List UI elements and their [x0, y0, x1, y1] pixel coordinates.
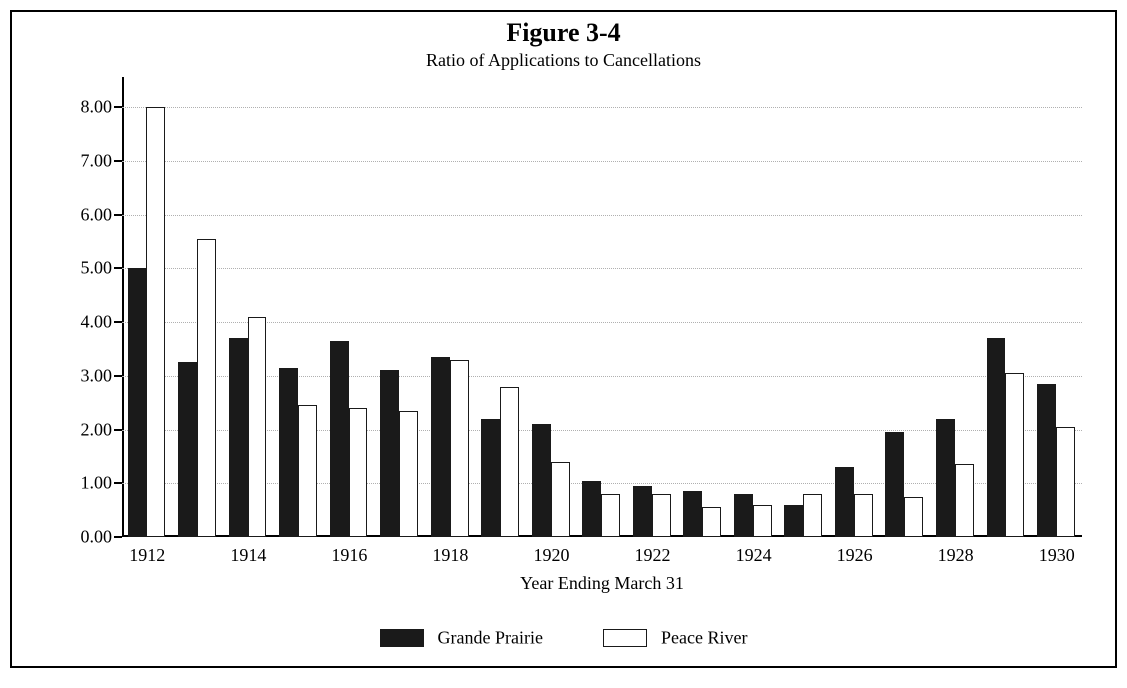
legend-swatch: [603, 629, 647, 647]
legend: Grande Prairie Peace River: [12, 626, 1115, 648]
y-tick-label: 7.00: [81, 150, 113, 171]
bar-grande-prairie: [683, 491, 702, 537]
y-tick-mark: [114, 482, 122, 484]
bar-peace-river: [248, 317, 267, 537]
x-axis-title: Year Ending March 31: [122, 573, 1082, 594]
bar-grande-prairie: [481, 419, 500, 537]
bar-peace-river: [450, 360, 469, 537]
bar-grande-prairie: [835, 467, 854, 537]
chart-title: Figure 3-4: [12, 18, 1115, 48]
bar-grande-prairie: [532, 424, 551, 537]
y-tick-mark: [114, 214, 122, 216]
bar-grande-prairie: [229, 338, 248, 537]
legend-item: Grande Prairie: [380, 626, 543, 648]
bar-peace-river: [854, 494, 873, 537]
bar-grande-prairie: [380, 370, 399, 537]
bar-peace-river: [955, 464, 974, 537]
y-tick-mark: [114, 267, 122, 269]
x-tick-label: 1916: [331, 545, 367, 566]
y-tick-mark: [114, 429, 122, 431]
bar-peace-river: [349, 408, 368, 537]
bar-grande-prairie: [633, 486, 652, 537]
x-tick-label: 1922: [635, 545, 671, 566]
bar-peace-river: [298, 405, 317, 537]
bar-grande-prairie: [279, 368, 298, 537]
legend-item: Peace River: [603, 626, 747, 648]
legend-swatch: [380, 629, 424, 647]
legend-label: Grande Prairie: [438, 627, 543, 647]
x-tick-label: 1914: [230, 545, 266, 566]
chart-frame: Figure 3-4 Ratio of Applications to Canc…: [10, 10, 1117, 668]
bar-peace-river: [702, 507, 721, 537]
bar-peace-river: [753, 505, 772, 537]
x-tick-label: 1918: [432, 545, 468, 566]
bar-grande-prairie: [582, 481, 601, 537]
gridline: [122, 215, 1082, 216]
gridline: [122, 107, 1082, 108]
x-tick-label: 1924: [736, 545, 772, 566]
y-axis-line: [122, 77, 124, 537]
bar-grande-prairie: [431, 357, 450, 537]
y-tick-label: 3.00: [81, 365, 113, 386]
y-tick-label: 5.00: [81, 258, 113, 279]
bar-grande-prairie: [128, 268, 147, 537]
legend-label: Peace River: [661, 627, 747, 647]
bar-grande-prairie: [178, 362, 197, 537]
bar-peace-river: [500, 387, 519, 538]
y-tick-mark: [114, 321, 122, 323]
bar-grande-prairie: [885, 432, 904, 537]
x-tick-label: 1930: [1039, 545, 1075, 566]
y-tick-label: 6.00: [81, 204, 113, 225]
bar-grande-prairie: [784, 505, 803, 537]
bar-grande-prairie: [734, 494, 753, 537]
bar-peace-river: [197, 239, 216, 537]
y-tick-label: 8.00: [81, 97, 113, 118]
bar-grande-prairie: [1037, 384, 1056, 537]
y-tick-mark: [114, 375, 122, 377]
x-tick-label: 1912: [129, 545, 165, 566]
y-tick-mark: [114, 106, 122, 108]
bar-peace-river: [1056, 427, 1075, 537]
gridline: [122, 268, 1082, 269]
bar-peace-river: [1005, 373, 1024, 537]
bar-grande-prairie: [330, 341, 349, 537]
bar-grande-prairie: [987, 338, 1006, 537]
y-tick-label: 1.00: [81, 473, 113, 494]
bar-peace-river: [904, 497, 923, 537]
x-tick-label: 1920: [533, 545, 569, 566]
bar-peace-river: [551, 462, 570, 537]
bar-peace-river: [146, 107, 165, 537]
y-tick-label: 2.00: [81, 419, 113, 440]
y-tick-mark: [114, 536, 122, 538]
bar-peace-river: [399, 411, 418, 537]
bar-peace-river: [601, 494, 620, 537]
y-tick-label: 0.00: [81, 527, 113, 548]
chart-subtitle: Ratio of Applications to Cancellations: [12, 50, 1115, 71]
y-tick-mark: [114, 160, 122, 162]
bar-peace-river: [652, 494, 671, 537]
y-tick-label: 4.00: [81, 312, 113, 333]
bar-grande-prairie: [936, 419, 955, 537]
plot-area: Year Ending March 31 0.001.002.003.004.0…: [122, 107, 1082, 537]
gridline: [122, 161, 1082, 162]
x-tick-label: 1926: [837, 545, 873, 566]
bar-peace-river: [803, 494, 822, 537]
x-tick-label: 1928: [938, 545, 974, 566]
